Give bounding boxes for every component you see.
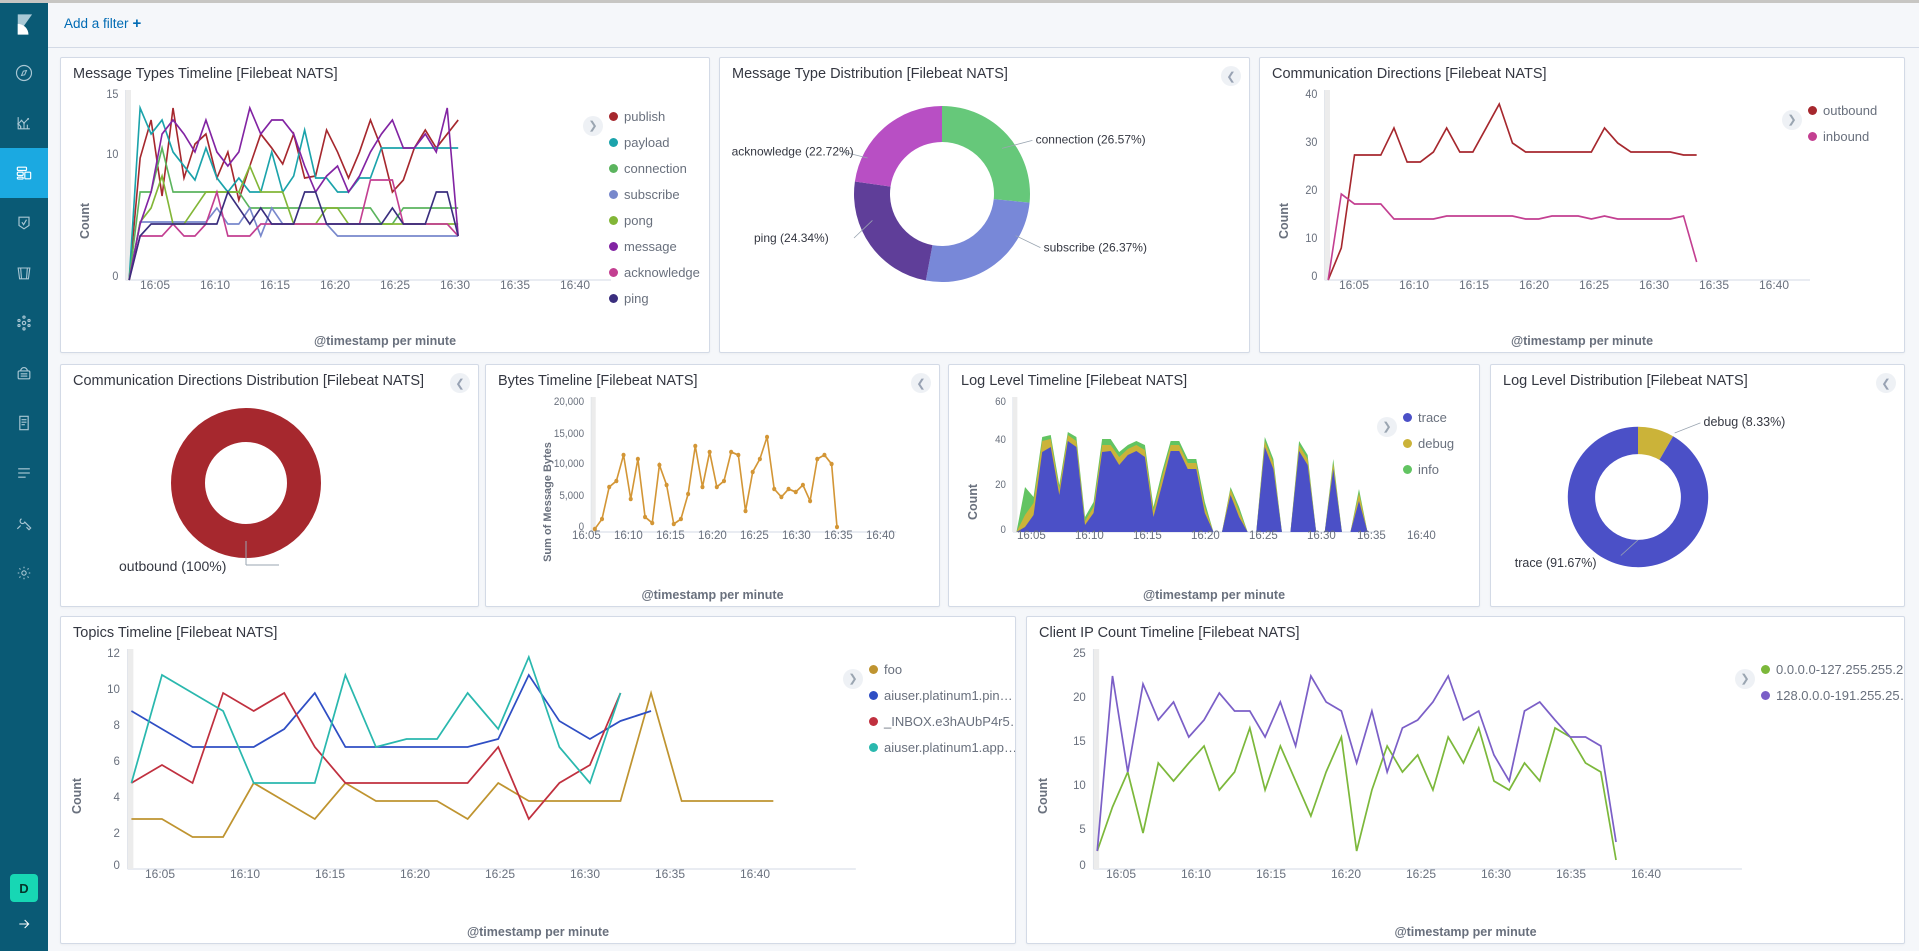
svg-text:4: 4 [114, 791, 121, 804]
svg-text:10: 10 [106, 149, 118, 162]
svg-text:0: 0 [1079, 859, 1086, 872]
svg-text:10: 10 [1073, 779, 1086, 792]
svg-text:connection (26.57%): connection (26.57%) [1036, 133, 1146, 147]
svg-text:5: 5 [1079, 823, 1086, 836]
svg-text:0: 0 [112, 271, 118, 284]
svg-text:15: 15 [106, 89, 118, 102]
svg-text:6: 6 [114, 755, 121, 768]
svg-text:0: 0 [1001, 525, 1007, 537]
svg-text:outbound (100%): outbound (100%) [119, 558, 226, 574]
svg-text:12: 12 [107, 647, 120, 660]
svg-text:trace (91.67%): trace (91.67%) [1515, 556, 1597, 570]
svg-text:20: 20 [1305, 185, 1317, 198]
svg-text:30: 30 [1305, 137, 1317, 150]
svg-text:15: 15 [1073, 735, 1086, 748]
svg-text:20: 20 [1073, 691, 1086, 704]
svg-text:10,000: 10,000 [554, 459, 584, 471]
svg-text:15,000: 15,000 [554, 429, 584, 441]
svg-text:0: 0 [114, 859, 121, 872]
svg-text:20,000: 20,000 [554, 397, 584, 409]
svg-text:40: 40 [995, 435, 1006, 447]
svg-text:40: 40 [1305, 89, 1317, 102]
svg-text:ping (24.34%): ping (24.34%) [754, 231, 829, 245]
svg-text:acknowledge (22.72%): acknowledge (22.72%) [732, 145, 854, 159]
svg-text:5,000: 5,000 [559, 491, 584, 503]
svg-text:10: 10 [107, 683, 120, 696]
svg-text:0: 0 [1311, 271, 1317, 284]
svg-text:debug (8.33%): debug (8.33%) [1704, 415, 1786, 429]
svg-text:25: 25 [1073, 647, 1086, 660]
svg-text:2: 2 [114, 827, 120, 840]
svg-text:20: 20 [995, 480, 1006, 492]
svg-text:10: 10 [1305, 233, 1317, 246]
svg-text:60: 60 [995, 397, 1006, 409]
svg-text:8: 8 [114, 719, 121, 732]
svg-text:subscribe (26.37%): subscribe (26.37%) [1044, 241, 1147, 255]
